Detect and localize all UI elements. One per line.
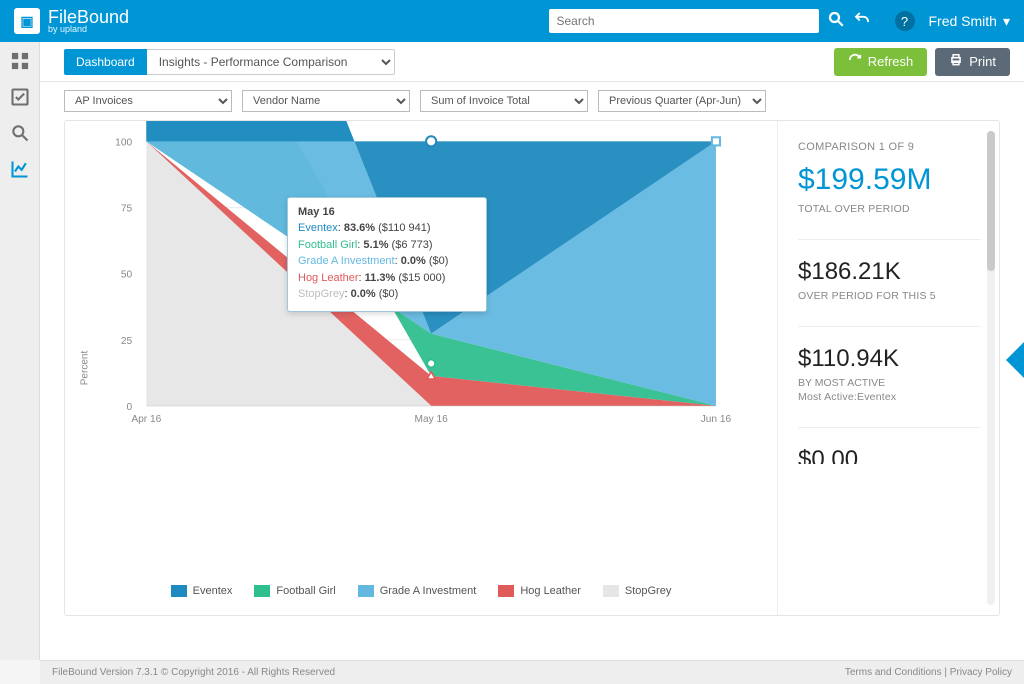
filter-groupby[interactable]: Vendor Name — [242, 90, 410, 112]
legend-item[interactable]: Grade A Investment — [358, 585, 477, 597]
help-icon[interactable]: ? — [895, 11, 915, 31]
user-name: Fred Smith — [929, 13, 997, 29]
dashboard-pill[interactable]: Dashboard — [64, 49, 147, 75]
insight-panel: Percent 0255075100Apr 16May 16Jun 16 May… — [64, 120, 1000, 616]
user-menu[interactable]: Fred Smith ▾ — [929, 13, 1011, 30]
svg-text:50: 50 — [121, 270, 133, 281]
svg-text:May 16: May 16 — [415, 414, 449, 425]
chart-tooltip: May 16Eventex: 83.6% ($110 941)Football … — [287, 197, 487, 312]
filter-metric[interactable]: Sum of Invoice Total — [420, 90, 588, 112]
legend-item[interactable]: Hog Leather — [498, 585, 581, 597]
refresh-button[interactable]: Refresh — [834, 48, 928, 76]
stat-period5-value: $186.21K — [798, 258, 981, 286]
refresh-icon — [848, 53, 862, 70]
brand-subtitle: by upland — [48, 24, 129, 34]
filter-row: AP Invoices Vendor Name Sum of Invoice T… — [40, 82, 1024, 116]
stat-mostactive-note: Most Active:Eventex — [798, 391, 981, 403]
legend-item[interactable]: Eventex — [171, 585, 233, 597]
undo-icon[interactable] — [853, 10, 871, 33]
stat-total-value: $199.59M — [798, 163, 981, 197]
svg-text:75: 75 — [121, 204, 133, 215]
legend-item[interactable]: Football Girl — [254, 585, 335, 597]
rail-check-icon[interactable] — [9, 86, 31, 108]
stat-total-label: TOTAL OVER PERIOD — [798, 203, 981, 215]
stat-mostactive-value: $110.94K — [798, 345, 981, 373]
svg-text:25: 25 — [121, 336, 133, 347]
stat-mostactive-label: BY MOST ACTIVE — [798, 377, 981, 389]
stat-period5-label: OVER PERIOD FOR THIS 5 — [798, 290, 981, 302]
footer-privacy-link[interactable]: Privacy Policy — [950, 667, 1012, 678]
search-input[interactable] — [549, 9, 819, 33]
stats-header: COMPARISON 1 OF 9 — [798, 141, 981, 153]
chart-zone: Percent 0255075100Apr 16May 16Jun 16 May… — [65, 121, 777, 615]
stats-sidebar: COMPARISON 1 OF 9 $199.59M TOTAL OVER PE… — [777, 121, 999, 615]
left-rail — [0, 42, 40, 660]
stat-cutoff-value: $0.00 — [798, 446, 981, 464]
chevron-down-icon: ▾ — [1003, 13, 1010, 30]
legend-item[interactable]: StopGrey — [603, 585, 671, 597]
svg-text:100: 100 — [115, 137, 132, 148]
rail-insights-icon[interactable] — [9, 158, 31, 180]
rail-grid-icon[interactable] — [9, 50, 31, 72]
chart-legend: Eventex Football Girl Grade A Investment Ho… — [65, 585, 777, 597]
rail-search-icon[interactable] — [9, 122, 31, 144]
print-icon — [949, 53, 963, 70]
filter-source[interactable]: AP Invoices — [64, 90, 232, 112]
footer-version: FileBound Version 7.3.1 © Copyright 2016… — [52, 667, 335, 678]
insight-select[interactable]: Insights - Performance Comparison — [147, 49, 395, 75]
filter-period[interactable]: Previous Quarter (Apr-Jun) — [598, 90, 766, 112]
footer-terms-link[interactable]: Terms and Conditions — [845, 667, 942, 678]
svg-text:Apr 16: Apr 16 — [131, 414, 161, 425]
main-stage: Dashboard Insights - Performance Compari… — [40, 42, 1024, 660]
brand-logo[interactable]: ▣ FileBound by upland — [14, 8, 129, 34]
stats-scrollbar[interactable] — [987, 131, 995, 605]
brand-mark-icon: ▣ — [14, 8, 40, 34]
print-button[interactable]: Print — [935, 48, 1010, 76]
svg-text:Jun 16: Jun 16 — [701, 414, 732, 425]
footer: FileBound Version 7.3.1 © Copyright 2016… — [40, 660, 1024, 684]
panel-expand-handle[interactable] — [1006, 342, 1024, 378]
page-toolbar: Dashboard Insights - Performance Compari… — [40, 42, 1024, 82]
top-bar: ▣ FileBound by upland ? Fred Smith ▾ — [0, 0, 1024, 42]
search-icon[interactable] — [827, 10, 845, 33]
svg-text:0: 0 — [126, 402, 132, 413]
